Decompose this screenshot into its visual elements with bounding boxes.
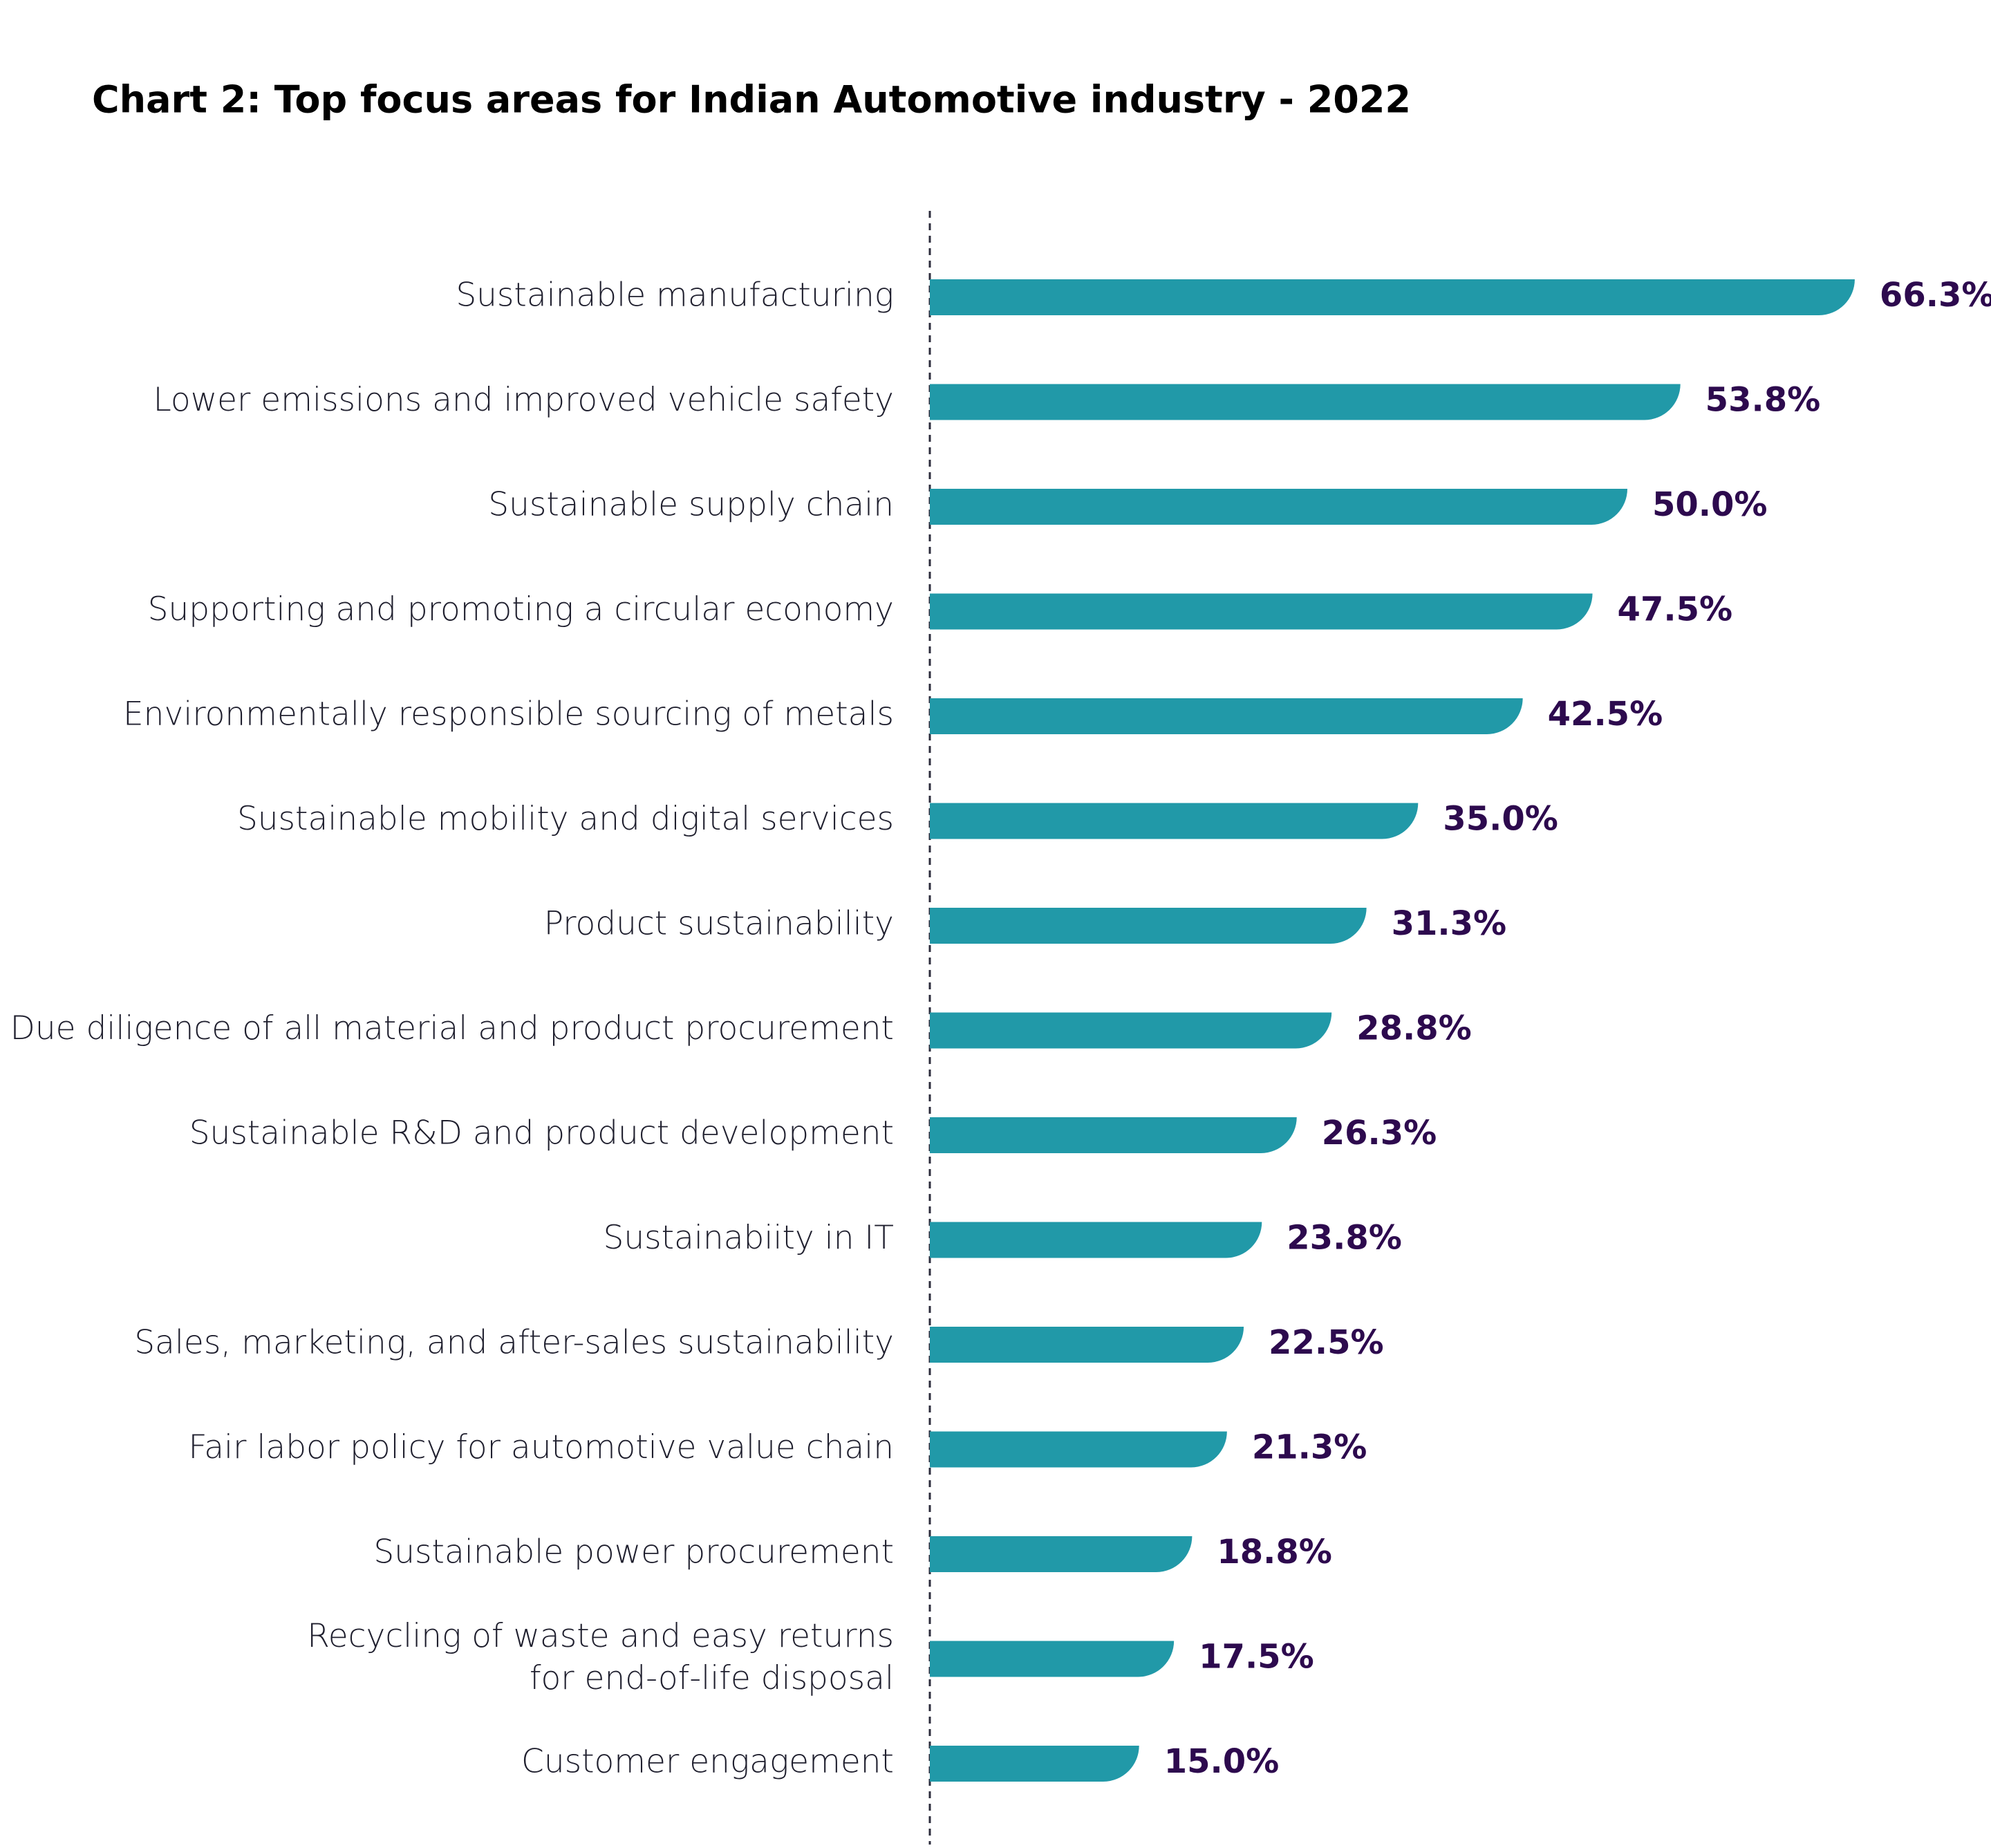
category-label: Supporting and promoting a circular econ… <box>148 590 894 628</box>
category-label: Fair labor policy for automotive value c… <box>189 1428 894 1466</box>
bar <box>930 593 1593 630</box>
bar <box>930 908 1367 944</box>
bar <box>930 1746 1139 1782</box>
category-label: Lower emissions and improved vehicle saf… <box>153 381 894 419</box>
bar <box>930 384 1681 420</box>
value-label: 22.5% <box>1269 1323 1384 1362</box>
category-label: Customer engagement <box>521 1743 894 1781</box>
value-label: 42.5% <box>1548 695 1663 734</box>
value-label: 23.8% <box>1287 1219 1402 1258</box>
category-label: Recycling of waste and easy returns for e… <box>307 1617 894 1697</box>
bar <box>930 279 1855 315</box>
category-label: Sustainabiity in IT <box>604 1219 894 1257</box>
chart-title: Chart 2: Top focus areas for Indian Auto… <box>92 78 1411 122</box>
value-label: 28.8% <box>1356 1009 1472 1048</box>
category-label: Due diligence of all material and produc… <box>10 1009 894 1047</box>
bar <box>930 803 1419 839</box>
value-label: 17.5% <box>1199 1638 1314 1677</box>
value-label: 50.0% <box>1652 485 1768 524</box>
bar <box>930 698 1523 734</box>
value-label: 47.5% <box>1618 590 1733 629</box>
value-label: 15.0% <box>1164 1742 1280 1781</box>
value-label: 53.8% <box>1705 381 1821 420</box>
value-label: 21.3% <box>1252 1428 1367 1467</box>
value-label: 35.0% <box>1443 800 1558 839</box>
category-label: Product sustainability <box>544 905 894 943</box>
value-label: 66.3% <box>1880 276 1991 315</box>
value-label: 31.3% <box>1392 904 1507 943</box>
bar <box>930 1641 1175 1677</box>
category-label: Sustainable supply chain <box>488 486 894 524</box>
bar <box>930 1431 1227 1468</box>
bar <box>930 489 1627 525</box>
bar <box>930 1012 1332 1049</box>
value-label: 26.3% <box>1322 1114 1437 1152</box>
category-label: Environmentally responsible sourcing of … <box>123 696 894 734</box>
category-label: Sustainable manufacturing <box>456 277 894 315</box>
category-label: Sustainable R&D and product development <box>189 1114 894 1152</box>
value-label: 18.8% <box>1217 1533 1332 1571</box>
bar <box>930 1536 1193 1572</box>
bar <box>930 1117 1297 1153</box>
bar <box>930 1222 1262 1258</box>
bar <box>930 1327 1244 1363</box>
category-label: Sales, marketing, and after-sales sustai… <box>134 1324 894 1362</box>
category-label: Sustainable mobility and digital service… <box>237 800 894 838</box>
category-label: Sustainable power procurement <box>373 1533 894 1571</box>
